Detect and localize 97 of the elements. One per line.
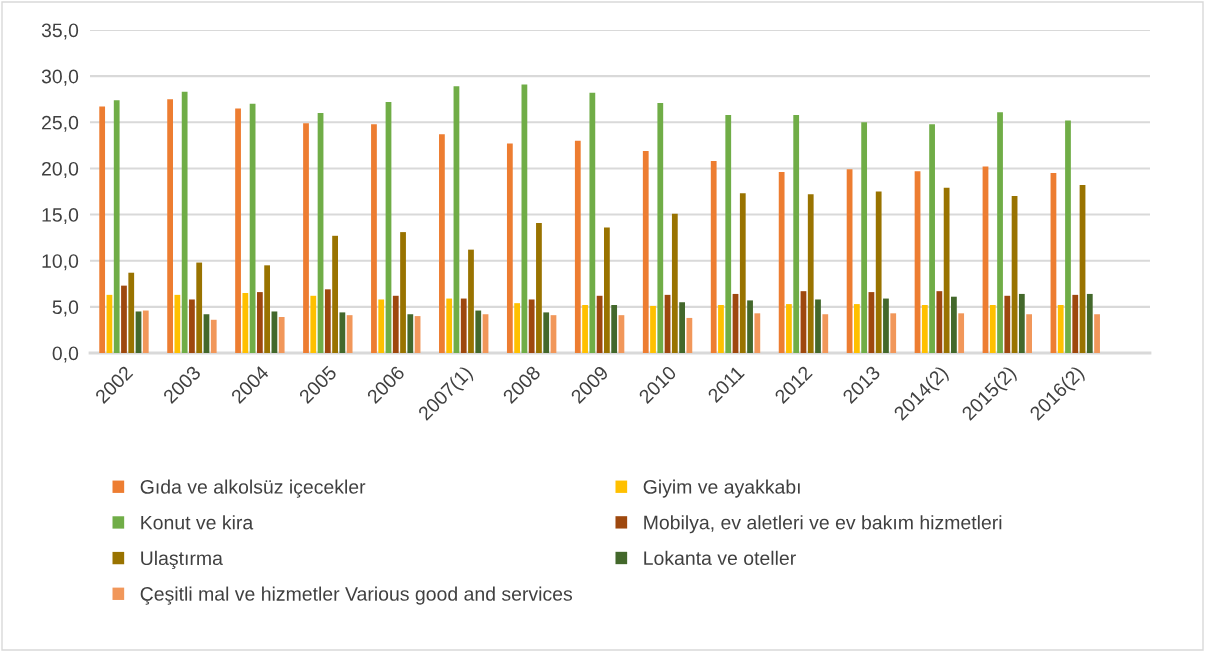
y-tick-label: 25,0 bbox=[42, 115, 79, 132]
bar bbox=[807, 194, 814, 353]
bar bbox=[786, 304, 792, 353]
bar bbox=[725, 114, 732, 353]
bar bbox=[989, 305, 996, 353]
bar bbox=[921, 305, 928, 353]
bar bbox=[121, 285, 127, 353]
bar bbox=[514, 303, 521, 353]
bar bbox=[951, 296, 957, 353]
bar bbox=[468, 249, 474, 353]
bar bbox=[853, 304, 860, 353]
legend-label: Konut ve kira bbox=[141, 515, 254, 530]
bar bbox=[657, 102, 664, 353]
bar bbox=[235, 108, 241, 353]
bar bbox=[943, 187, 950, 353]
bar bbox=[346, 315, 353, 353]
bar bbox=[264, 265, 271, 353]
bar bbox=[332, 235, 338, 353]
bar bbox=[324, 289, 331, 353]
bar bbox=[310, 295, 317, 353]
bar bbox=[929, 124, 935, 353]
legend-label: Gıda ve alkolsüz içecekler bbox=[140, 479, 366, 498]
bar bbox=[890, 313, 897, 353]
bar bbox=[747, 300, 753, 353]
bar bbox=[1094, 314, 1100, 353]
bar bbox=[256, 292, 263, 353]
bar bbox=[528, 299, 535, 353]
bar bbox=[303, 123, 309, 353]
bar bbox=[671, 213, 678, 353]
bar bbox=[778, 172, 785, 353]
y-tick-label: 20,0 bbox=[42, 161, 79, 178]
bar bbox=[1018, 293, 1025, 353]
bar bbox=[739, 193, 746, 353]
bar bbox=[589, 92, 596, 353]
bar bbox=[604, 227, 610, 353]
legend-label: Ulaştırma bbox=[141, 550, 223, 570]
bar bbox=[822, 314, 829, 353]
bar bbox=[543, 312, 550, 353]
bar bbox=[128, 272, 135, 353]
bar bbox=[181, 91, 188, 353]
bar bbox=[1004, 295, 1011, 353]
bar bbox=[536, 222, 542, 353]
bar bbox=[710, 161, 717, 353]
y-tick-label: 30,0 bbox=[41, 69, 79, 86]
bar bbox=[142, 310, 149, 353]
legend-label: Lokanta ve oteller bbox=[644, 550, 796, 566]
bar bbox=[754, 313, 761, 353]
legend-label: Mobilya, ev aletleri ve ev bakım hizmetleri bbox=[644, 515, 1002, 534]
bar bbox=[189, 299, 195, 353]
bar bbox=[574, 140, 581, 353]
bar bbox=[371, 124, 377, 353]
y-tick-label: 0,0 bbox=[52, 346, 79, 363]
bar bbox=[679, 302, 685, 353]
bar bbox=[883, 298, 889, 353]
bar bbox=[460, 298, 467, 353]
bar bbox=[936, 291, 943, 353]
bar bbox=[174, 294, 181, 353]
bar bbox=[242, 293, 249, 353]
bar bbox=[642, 150, 649, 353]
bar bbox=[1065, 120, 1071, 353]
bar bbox=[861, 122, 868, 353]
bar bbox=[339, 312, 346, 353]
bar bbox=[815, 299, 821, 353]
bar bbox=[958, 313, 965, 353]
bar bbox=[1057, 305, 1064, 353]
y-tick-label: 35,0 bbox=[41, 23, 79, 40]
bar bbox=[407, 314, 414, 353]
y-tick-label: 15,0 bbox=[42, 208, 79, 225]
bar bbox=[1072, 294, 1079, 353]
bar bbox=[210, 319, 217, 353]
bar bbox=[1086, 293, 1093, 353]
bar bbox=[378, 299, 385, 353]
y-tick-label: 10,0 bbox=[42, 254, 79, 271]
legend-label: Çeşitli mal ve hizmetler Various good and services bbox=[140, 586, 573, 605]
bar bbox=[596, 295, 603, 353]
bar bbox=[113, 100, 120, 353]
legend-label: Giyim ve ayakkabı bbox=[643, 479, 800, 498]
bar bbox=[446, 298, 453, 353]
y-tick-label: 5,0 bbox=[52, 300, 79, 317]
bar bbox=[196, 262, 203, 353]
bar bbox=[997, 112, 1003, 353]
bar bbox=[718, 305, 724, 353]
bar bbox=[793, 114, 800, 353]
bar bbox=[611, 305, 618, 353]
bar bbox=[439, 134, 445, 353]
bar bbox=[582, 305, 588, 353]
bar bbox=[167, 99, 173, 353]
bar bbox=[99, 106, 106, 353]
bar bbox=[475, 310, 482, 353]
bar bbox=[506, 143, 513, 353]
bar bbox=[1026, 314, 1033, 353]
bar bbox=[392, 295, 399, 353]
bar bbox=[400, 232, 406, 353]
bar bbox=[278, 317, 285, 353]
bar bbox=[650, 305, 656, 353]
bar bbox=[875, 191, 882, 353]
bar bbox=[686, 317, 693, 353]
